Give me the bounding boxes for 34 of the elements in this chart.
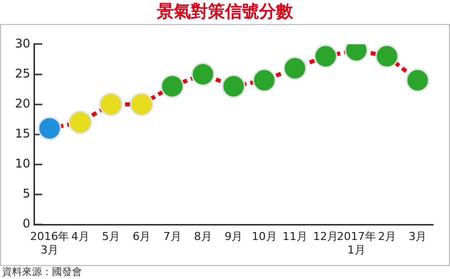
point <box>252 68 276 92</box>
point <box>406 68 430 92</box>
x-tick-label: 12月 <box>313 230 338 244</box>
point <box>191 62 215 86</box>
point <box>99 92 123 116</box>
point <box>68 110 92 134</box>
point <box>160 74 184 98</box>
x-tick-label: 2016年 3月 <box>30 230 70 256</box>
y-tick-label: 20 <box>14 96 30 110</box>
point <box>222 74 246 98</box>
x-tick-label: 10月 <box>252 230 277 244</box>
x-tick-label: 3月 <box>408 230 427 244</box>
point <box>283 56 307 80</box>
point <box>375 44 399 68</box>
x-tick-label: 7月 <box>163 230 182 244</box>
x-tick-label: 5月 <box>102 230 120 244</box>
y-tick-label: 0 <box>22 216 30 231</box>
y-tick-label: 5 <box>22 186 30 201</box>
x-tick-label: 6月 <box>132 230 151 244</box>
y-tick-label: 30 <box>14 36 30 50</box>
point <box>130 92 154 116</box>
x-tick-label: 11月 <box>282 230 308 244</box>
y-tick-label: 15 <box>14 126 30 141</box>
y-tick-label: 25 <box>14 66 30 80</box>
x-tick-label: 2月 <box>378 230 396 244</box>
chart-title: 景氣對策信號分數 <box>156 1 294 24</box>
y-tick-label: 10 <box>14 156 30 171</box>
source-note: 資料來源：國發會 <box>2 266 82 279</box>
x-tick-label: 8月 <box>194 230 212 244</box>
x-tick-label: 2017年 1月 <box>336 230 376 256</box>
x-tick-label: 9月 <box>224 230 243 244</box>
point <box>314 44 338 68</box>
point <box>38 116 62 140</box>
x-tick-label: 4月 <box>71 230 90 244</box>
